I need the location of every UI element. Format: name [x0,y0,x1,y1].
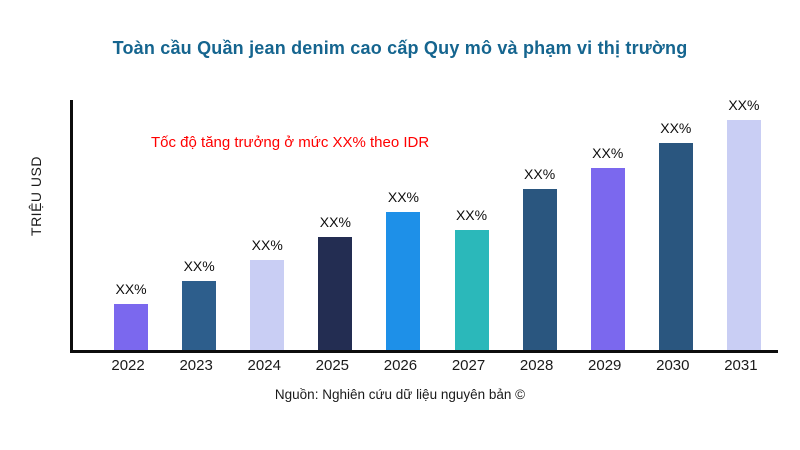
x-tick-label-2029: 2029 [588,357,622,374]
x-tick-label-2023: 2023 [179,357,213,374]
bar-column-2026: XX% [369,189,437,350]
bar-value-label: XX% [455,207,488,223]
growth-annotation: Tốc độ tăng trưởng ở mức XX% theo IDR [151,134,430,151]
bar-column-2023: XX% [165,258,233,350]
bar-value-label: XX% [115,281,147,297]
y-axis-label: TRIỆU USD [28,156,44,236]
bar-2026 [386,212,421,350]
chart-title: Toàn cầu Quần jean denim cao cấp Quy mô … [112,38,688,58]
bar-2023 [182,281,217,350]
bar-2028 [522,189,557,350]
bar-value-label: XX% [728,97,760,113]
source-caption: Nguồn: Nghiên cứu dữ liệu nguyên bản © [274,387,526,402]
bar-column-2025: XX% [301,214,369,350]
bar-value-label: XX% [251,237,283,253]
bar-2024 [250,260,285,350]
x-axis-labels: 2022 2023 2024 2025 2026 2027 2028 2029 2030 2031 [70,357,775,374]
x-tick-label-2022: 2022 [111,357,145,374]
bar-column-2028: XX% [506,166,574,350]
bar-value-label: XX% [387,189,419,205]
bar-column-2024: XX% [233,237,301,350]
bar-2025 [318,237,353,350]
x-tick-label-2026: 2026 [383,357,418,374]
bar-value-label: XX% [592,145,624,161]
bar-2027 [454,230,489,350]
bar-2030 [658,143,693,350]
plot-area: Tốc độ tăng trưởng ở mức XX% theo IDR XX… [70,97,778,353]
bar-column-2029: XX% [574,145,642,350]
x-tick-label-2031: 2031 [724,357,758,374]
bar-2031 [726,120,761,350]
bar-value-label: XX% [183,258,215,274]
x-tick-label-2024: 2024 [247,357,281,374]
x-tick-label-2027: 2027 [451,357,486,374]
bar-value-label: XX% [660,120,692,136]
bar-column-2027: XX% [438,207,506,350]
bar-column-2030: XX% [642,120,710,350]
bars: XX% XX% XX% XX% XX% XX% XX% XX% XX% XX% [73,97,778,350]
bar-2029 [590,168,625,350]
bar-column-2031: XX% [710,97,778,350]
bar-column-2022: XX% [97,281,165,350]
x-tick-label-2028: 2028 [519,357,554,374]
bar-value-label: XX% [319,214,351,230]
x-tick-label-2025: 2025 [315,357,350,374]
bar-2022 [114,304,149,350]
bar-value-label: XX% [524,166,556,182]
x-tick-label-2030: 2030 [656,357,690,374]
